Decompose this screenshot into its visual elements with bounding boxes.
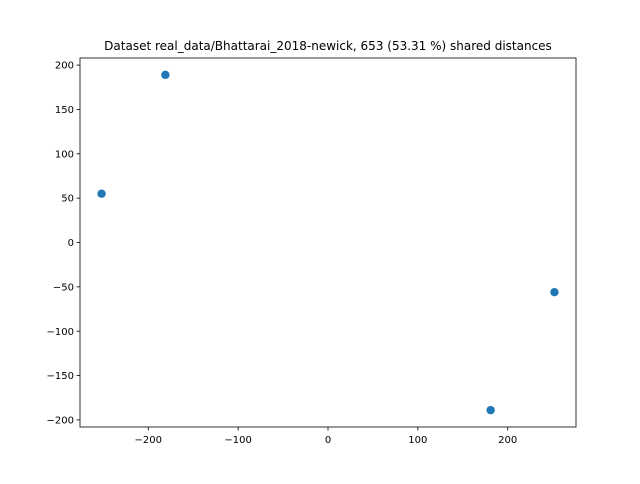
y-tick-label-3: −50 bbox=[53, 282, 74, 293]
plot-area bbox=[80, 58, 576, 427]
x-tick-label-4: 200 bbox=[498, 435, 517, 446]
y-tick-label-6: 100 bbox=[55, 149, 74, 160]
x-tick-label-0: −200 bbox=[135, 435, 162, 446]
y-tick-label-2: −100 bbox=[47, 327, 74, 338]
data-point-1 bbox=[97, 189, 106, 198]
data-point-2 bbox=[550, 287, 559, 297]
points-layer bbox=[97, 70, 559, 415]
y-tick-label-7: 150 bbox=[55, 105, 74, 116]
x-axis: −200 −100 0 100 200 bbox=[135, 427, 517, 446]
x-tick-label-3: 100 bbox=[408, 435, 427, 446]
y-tick-label-1: −150 bbox=[47, 371, 74, 382]
x-tick-label-2: 0 bbox=[325, 435, 331, 446]
y-tick-label-4: 0 bbox=[68, 238, 74, 249]
chart-title: Dataset real_data/Bhattarai_2018-newick,… bbox=[104, 39, 552, 53]
data-point-0 bbox=[161, 70, 170, 80]
y-tick-label-8: 200 bbox=[55, 61, 74, 72]
y-tick-label-5: 50 bbox=[61, 194, 74, 205]
y-axis: −200 −150 −100 −50 0 50 100 150 200 bbox=[47, 61, 80, 427]
x-tick-label-1: −100 bbox=[224, 435, 251, 446]
data-point-3 bbox=[486, 405, 495, 415]
plot-frame bbox=[79, 57, 577, 428]
y-tick-label-0: −200 bbox=[47, 416, 74, 427]
